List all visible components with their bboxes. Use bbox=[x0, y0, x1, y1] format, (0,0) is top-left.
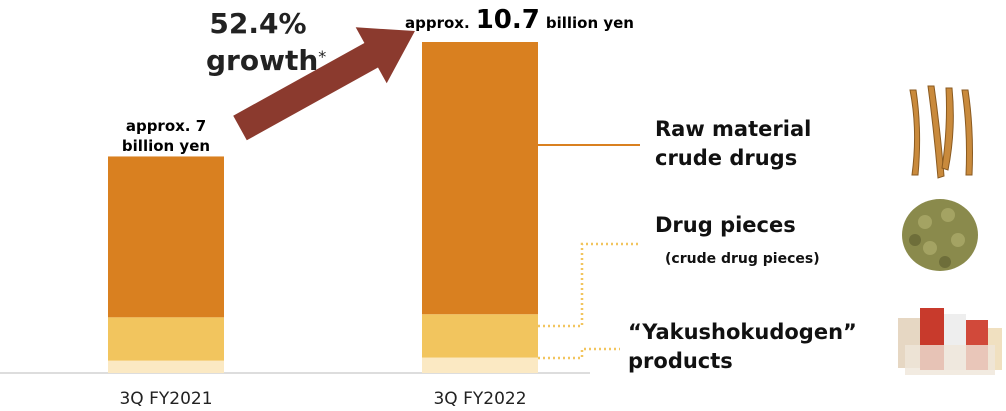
bar-segment bbox=[108, 360, 224, 373]
growth-value: 52.4% bbox=[209, 7, 306, 40]
pellet-image bbox=[902, 199, 978, 271]
bar-segment bbox=[422, 314, 538, 358]
total-label: billion yen bbox=[122, 137, 210, 155]
bar-segment bbox=[422, 42, 538, 315]
growth-arrow bbox=[233, 27, 415, 141]
products-image bbox=[898, 308, 1002, 375]
total-label-part: approx. bbox=[405, 14, 470, 32]
x-tick-label: 3Q FY2022 bbox=[433, 389, 526, 409]
x-tick-label: 3Q FY2021 bbox=[119, 389, 212, 409]
root-image bbox=[909, 85, 973, 179]
legend-subentry: (crude drug pieces) bbox=[665, 251, 820, 267]
total-label-part: billion yen bbox=[546, 14, 634, 32]
legend-connector bbox=[538, 242, 640, 328]
growth-text: growth* bbox=[206, 44, 326, 77]
bar-segment bbox=[108, 317, 224, 361]
total-label: approx. 7 bbox=[126, 117, 206, 135]
growth-note: * bbox=[318, 47, 326, 66]
growth-word: growth bbox=[206, 44, 318, 77]
total-label: approx. 10.7 billion yen bbox=[405, 5, 634, 35]
legend-entry: Drug pieces bbox=[655, 213, 796, 237]
legend-connector bbox=[538, 347, 620, 360]
legend-entry: Raw material crude drugs bbox=[655, 117, 812, 170]
legend-entry: “Yakushokudogen” products bbox=[628, 320, 857, 373]
total-label-number: 10.7 bbox=[476, 5, 540, 35]
bar-segment bbox=[108, 156, 224, 318]
bar-segment bbox=[422, 357, 538, 373]
